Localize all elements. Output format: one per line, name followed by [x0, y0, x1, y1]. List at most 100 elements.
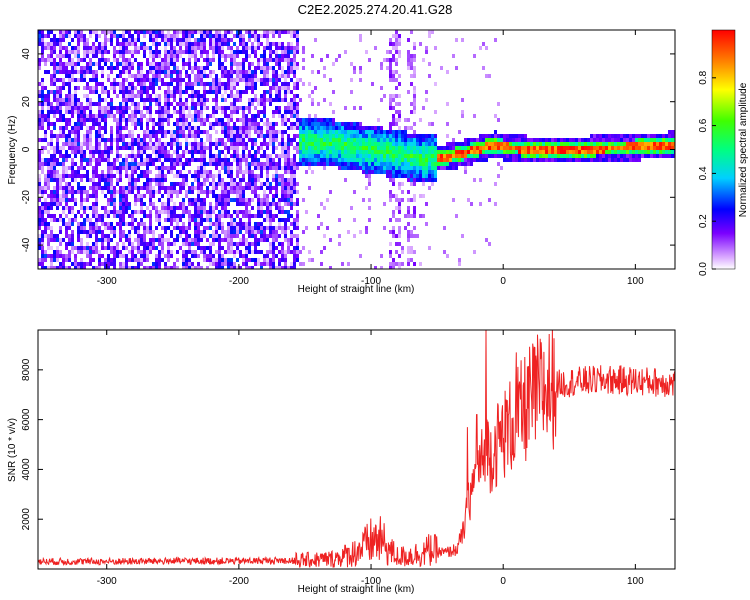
- heatmap-cell: [65, 98, 68, 102]
- heatmap-cell: [350, 62, 353, 66]
- heatmap-cell: [158, 78, 161, 82]
- heatmap-cell: [56, 162, 59, 166]
- heatmap-cell: [416, 174, 419, 178]
- heatmap-cell: [473, 138, 476, 142]
- heatmap-cell: [104, 222, 107, 226]
- heatmap-cell: [497, 102, 500, 106]
- heatmap-cell: [149, 114, 152, 118]
- heatmap-cell: [44, 186, 47, 190]
- heatmap-cell: [359, 230, 362, 234]
- heatmap-cell: [71, 178, 74, 182]
- heatmap-cell: [257, 38, 260, 42]
- heatmap-cell: [80, 154, 83, 158]
- heatmap-cell: [209, 262, 212, 266]
- heatmap-cell: [389, 158, 392, 162]
- heatmap-cell: [446, 102, 449, 106]
- heatmap-cell: [119, 262, 122, 266]
- heatmap-cell: [125, 62, 128, 66]
- heatmap-cell: [260, 142, 263, 146]
- heatmap-cell: [173, 262, 176, 266]
- heatmap-cell: [110, 62, 113, 66]
- heatmap-cell: [275, 90, 278, 94]
- heatmap-cell: [122, 38, 125, 42]
- heatmap-cell: [260, 166, 263, 170]
- heatmap-cell: [254, 226, 257, 230]
- heatmap-cell: [269, 90, 272, 94]
- heatmap-cell: [116, 250, 119, 254]
- heatmap-cell: [257, 130, 260, 134]
- heatmap-cell: [86, 254, 89, 258]
- heatmap-cell: [236, 46, 239, 50]
- heatmap-cell: [275, 130, 278, 134]
- heatmap-cell: [425, 90, 428, 94]
- heatmap-cell: [110, 202, 113, 206]
- heatmap-cell: [344, 150, 347, 154]
- heatmap-cell: [218, 250, 221, 254]
- heatmap-cell: [218, 170, 221, 174]
- heatmap-cell: [59, 98, 62, 102]
- heatmap-cell: [341, 150, 344, 154]
- heatmap-cell: [287, 102, 290, 106]
- heatmap-cell: [122, 42, 125, 46]
- heatmap-cell: [92, 126, 95, 130]
- heatmap-cell: [212, 262, 215, 266]
- heatmap-cell: [221, 130, 224, 134]
- heatmap-cell: [392, 226, 395, 230]
- heatmap-cell: [170, 230, 173, 234]
- heatmap-cell: [68, 54, 71, 58]
- heatmap-cell: [251, 234, 254, 238]
- heatmap-cell: [113, 186, 116, 190]
- heatmap-cell: [212, 238, 215, 242]
- heatmap-cell: [557, 138, 560, 142]
- heatmap-cell: [233, 138, 236, 142]
- heatmap-cell: [122, 142, 125, 146]
- heatmap-cell: [269, 130, 272, 134]
- heatmap-cell: [413, 86, 416, 90]
- heatmap-cell: [116, 210, 119, 214]
- heatmap-cell: [224, 230, 227, 234]
- heatmap-cell: [74, 62, 77, 66]
- heatmap-cell: [233, 262, 236, 266]
- heatmap-cell: [164, 82, 167, 86]
- heatmap-cell: [254, 174, 257, 178]
- heatmap-cell: [146, 246, 149, 250]
- heatmap-cell: [98, 262, 101, 266]
- heatmap-cell: [47, 210, 50, 214]
- heatmap-cell: [95, 182, 98, 186]
- heatmap-cell: [611, 142, 614, 146]
- heatmap-cell: [539, 150, 542, 154]
- heatmap-cell: [149, 242, 152, 246]
- heatmap-cell: [392, 174, 395, 178]
- heatmap-cell: [335, 58, 338, 62]
- heatmap-cell: [389, 58, 392, 62]
- heatmap-cell: [269, 98, 272, 102]
- heatmap-cell: [425, 178, 428, 182]
- heatmap-cell: [221, 50, 224, 54]
- heatmap-cell: [221, 118, 224, 122]
- heatmap-cell: [260, 118, 263, 122]
- heatmap-cell: [458, 146, 461, 150]
- heatmap-cell: [197, 134, 200, 138]
- heatmap-cell: [278, 114, 281, 118]
- heatmap-cell: [134, 122, 137, 126]
- heatmap-cell: [134, 230, 137, 234]
- heatmap-cell: [236, 50, 239, 54]
- heatmap-cell: [212, 254, 215, 258]
- heatmap-cell: [296, 258, 299, 262]
- heatmap-cell: [272, 198, 275, 202]
- heatmap-cell: [296, 246, 299, 250]
- heatmap-cell: [404, 170, 407, 174]
- heatmap-cell: [395, 250, 398, 254]
- heatmap-cell: [326, 150, 329, 154]
- heatmap-cell: [278, 62, 281, 66]
- heatmap-cell: [131, 162, 134, 166]
- heatmap-cell: [248, 218, 251, 222]
- heatmap-cell: [404, 158, 407, 162]
- heatmap-cell: [59, 238, 62, 242]
- heatmap-cell: [152, 38, 155, 42]
- heatmap-cell: [209, 142, 212, 146]
- heatmap-cell: [224, 238, 227, 242]
- heatmap-cell: [536, 146, 539, 150]
- heatmap-cell: [491, 154, 494, 158]
- heatmap-cell: [254, 154, 257, 158]
